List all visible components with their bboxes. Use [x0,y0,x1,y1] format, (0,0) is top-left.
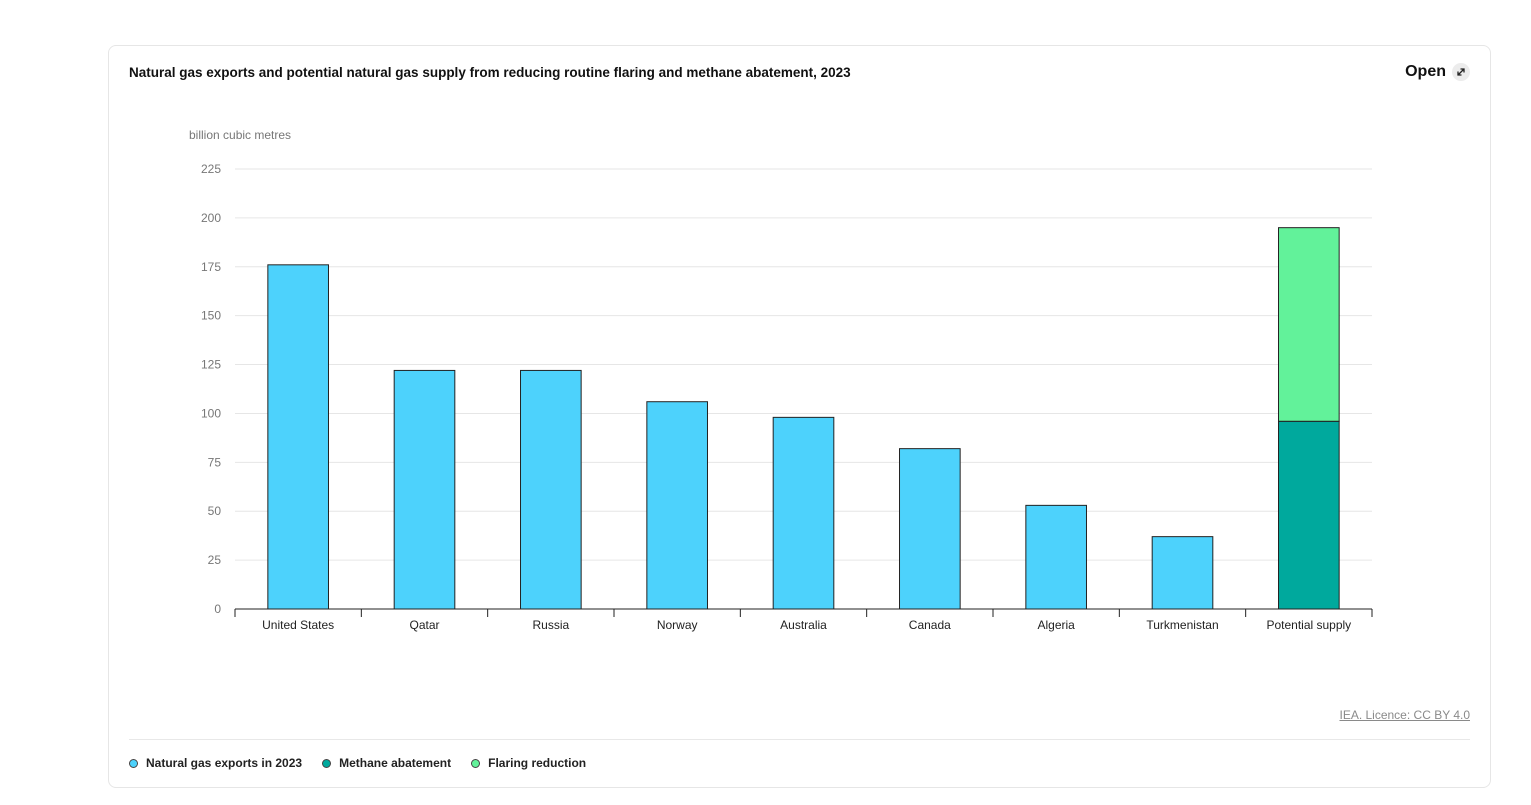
legend-item-exports[interactable]: Natural gas exports in 2023 [129,756,302,770]
y-tick-label: 175 [201,260,221,274]
y-tick-label: 50 [208,504,222,518]
legend-item-methane[interactable]: Methane abatement [322,756,451,770]
expand-arrow-icon [1452,63,1470,81]
legend-label-exports: Natural gas exports in 2023 [146,756,303,770]
open-button[interactable]: Open [1405,63,1470,81]
x-tick-label: Turkmenistan [1146,618,1218,632]
legend: Natural gas exports in 2023 Methane abat… [129,756,586,770]
legend-swatch-methane [322,758,332,768]
legend-swatch-exports [129,758,138,768]
y-tick-label: 0 [214,602,221,616]
bar[interactable] [1278,227,1340,422]
y-axis-label: billion cubic metres [189,128,291,142]
x-tick-label: Norway [657,618,698,632]
bar-chart: billion cubic metres 0 25 50 75 100 125 150 175… [189,128,1373,632]
x-tick-label: Qatar [409,618,439,632]
bar[interactable] [772,416,835,610]
legend-divider [129,739,1470,740]
bar[interactable] [646,401,708,610]
bar[interactable] [1151,536,1214,610]
y-tick-label: 75 [208,455,222,469]
bar[interactable] [520,369,582,610]
bar[interactable] [1025,504,1087,610]
legend-label-flaring: Flaring reduction [488,756,587,770]
x-tick-label: Canada [909,618,951,632]
legend-swatch-flaring [471,758,481,768]
y-tick-label: 125 [201,358,221,372]
y-tick-label: 150 [201,309,221,323]
bars [267,227,1340,610]
bar[interactable] [1278,420,1340,610]
y-tick-label: 25 [208,553,222,567]
legend-label-methane: Methane abatement [339,756,452,770]
x-tick-label: Algeria [1037,618,1075,632]
y-axis-ticks: 0 25 50 75 100 125 150 175 200 225 [201,162,221,616]
chart-card: Natural gas exports and potential natura… [108,45,1491,788]
y-tick-label: 200 [201,211,221,225]
x-tick-label: Potential supply [1266,618,1351,632]
x-tick-label: United States [262,618,334,632]
x-axis [234,608,1373,617]
y-tick-label: 100 [201,406,221,420]
y-tick-label: 225 [201,162,221,176]
legend-item-flaring[interactable]: Flaring reduction [471,756,586,770]
bar[interactable] [393,369,456,610]
bar[interactable] [899,448,961,610]
bar[interactable] [267,264,329,610]
x-tick-label: Russia [532,618,569,632]
open-button-label: Open [1405,63,1446,80]
licence-link[interactable]: IEA. Licence: CC BY 4.0 [1339,708,1470,722]
chart-title: Natural gas exports and potential natura… [129,65,851,80]
x-tick-label: Australia [780,618,827,632]
x-axis-ticks: United States Qatar Russia Norway Australia C… [262,618,1351,632]
